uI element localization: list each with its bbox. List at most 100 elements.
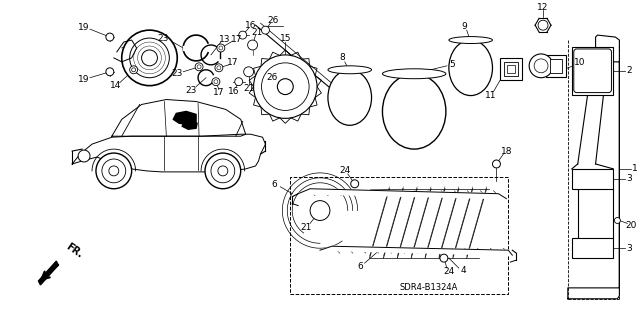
Bar bbox=[572, 238, 613, 258]
Circle shape bbox=[217, 66, 221, 70]
Circle shape bbox=[214, 80, 218, 84]
Text: 15: 15 bbox=[280, 33, 291, 42]
Text: 6: 6 bbox=[358, 262, 364, 271]
Circle shape bbox=[106, 68, 114, 76]
Circle shape bbox=[130, 66, 138, 74]
Text: 24: 24 bbox=[339, 167, 351, 175]
Ellipse shape bbox=[383, 74, 446, 149]
Ellipse shape bbox=[449, 40, 493, 96]
Text: 23: 23 bbox=[172, 69, 183, 78]
Text: 26: 26 bbox=[268, 16, 279, 25]
Polygon shape bbox=[183, 46, 186, 50]
Circle shape bbox=[141, 50, 157, 66]
Circle shape bbox=[219, 46, 223, 50]
Text: 16: 16 bbox=[245, 21, 257, 30]
Text: 24: 24 bbox=[444, 266, 454, 276]
Circle shape bbox=[205, 153, 241, 189]
Text: 17: 17 bbox=[213, 88, 225, 97]
Text: 10: 10 bbox=[574, 58, 586, 67]
Text: 21: 21 bbox=[243, 84, 254, 93]
Circle shape bbox=[534, 59, 548, 73]
Circle shape bbox=[614, 218, 620, 223]
Circle shape bbox=[132, 68, 136, 72]
Bar bbox=[572, 169, 613, 189]
Circle shape bbox=[262, 63, 309, 110]
Circle shape bbox=[244, 67, 253, 77]
Circle shape bbox=[440, 254, 448, 262]
Ellipse shape bbox=[328, 70, 372, 125]
Polygon shape bbox=[173, 111, 196, 124]
Polygon shape bbox=[38, 261, 58, 285]
Circle shape bbox=[211, 159, 235, 183]
Text: 12: 12 bbox=[538, 3, 548, 12]
Text: 8: 8 bbox=[339, 53, 345, 63]
Circle shape bbox=[264, 64, 273, 72]
Circle shape bbox=[310, 201, 330, 220]
Circle shape bbox=[130, 38, 170, 78]
Circle shape bbox=[96, 153, 132, 189]
Text: 4: 4 bbox=[461, 265, 467, 275]
Circle shape bbox=[253, 55, 317, 118]
Text: 17: 17 bbox=[227, 58, 239, 67]
Circle shape bbox=[529, 54, 553, 78]
Polygon shape bbox=[72, 134, 266, 172]
Polygon shape bbox=[114, 40, 136, 62]
Circle shape bbox=[493, 160, 500, 168]
Circle shape bbox=[218, 166, 228, 176]
Text: 26: 26 bbox=[267, 73, 278, 82]
Bar bbox=[508, 65, 515, 73]
Circle shape bbox=[215, 64, 223, 72]
FancyBboxPatch shape bbox=[574, 49, 611, 93]
Ellipse shape bbox=[449, 37, 493, 43]
Text: 23: 23 bbox=[157, 33, 169, 42]
Text: 21: 21 bbox=[300, 223, 312, 232]
Text: 14: 14 bbox=[110, 81, 122, 90]
Polygon shape bbox=[568, 35, 620, 299]
Bar bbox=[572, 47, 613, 94]
Circle shape bbox=[538, 20, 548, 30]
Bar bbox=[550, 59, 562, 73]
Text: 19: 19 bbox=[78, 23, 90, 32]
Text: FR.: FR. bbox=[64, 241, 84, 260]
Bar bbox=[500, 58, 522, 80]
Bar bbox=[504, 62, 518, 76]
Circle shape bbox=[277, 79, 293, 94]
Polygon shape bbox=[112, 100, 246, 136]
Circle shape bbox=[102, 159, 125, 183]
Circle shape bbox=[212, 78, 220, 85]
Circle shape bbox=[217, 44, 225, 52]
Text: 3: 3 bbox=[627, 244, 632, 253]
Text: 23: 23 bbox=[186, 86, 197, 95]
Polygon shape bbox=[320, 246, 512, 255]
Bar bbox=[546, 55, 566, 77]
Text: 2: 2 bbox=[627, 66, 632, 75]
Circle shape bbox=[262, 26, 269, 34]
Text: 9: 9 bbox=[462, 22, 468, 31]
Bar bbox=[291, 177, 508, 294]
Text: 21: 21 bbox=[251, 28, 262, 37]
Text: 6: 6 bbox=[271, 180, 277, 189]
Ellipse shape bbox=[328, 66, 372, 74]
Circle shape bbox=[109, 166, 119, 176]
Text: 1: 1 bbox=[632, 164, 638, 174]
Text: 20: 20 bbox=[625, 221, 637, 230]
Polygon shape bbox=[182, 119, 197, 129]
Circle shape bbox=[106, 33, 114, 41]
Text: 18: 18 bbox=[500, 146, 512, 156]
Text: SDR4-B1324A: SDR4-B1324A bbox=[400, 283, 458, 293]
Circle shape bbox=[195, 63, 203, 71]
Circle shape bbox=[351, 180, 358, 188]
Ellipse shape bbox=[383, 69, 446, 79]
Circle shape bbox=[122, 30, 177, 85]
Text: 5: 5 bbox=[449, 60, 454, 69]
Text: 17: 17 bbox=[231, 34, 243, 44]
Circle shape bbox=[235, 78, 243, 85]
Circle shape bbox=[78, 150, 90, 162]
Text: 3: 3 bbox=[627, 174, 632, 183]
Text: 19: 19 bbox=[78, 75, 90, 84]
Circle shape bbox=[197, 65, 201, 69]
Polygon shape bbox=[298, 189, 506, 199]
Circle shape bbox=[239, 31, 246, 39]
Text: 13: 13 bbox=[219, 34, 230, 44]
Circle shape bbox=[248, 40, 257, 50]
